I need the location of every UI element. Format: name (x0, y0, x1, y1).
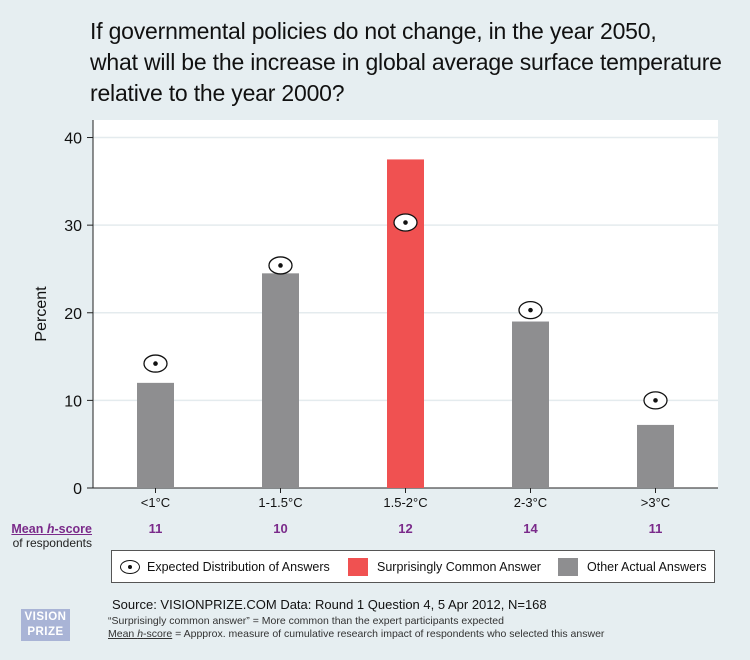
title-line: what will be the increase in global aver… (90, 49, 722, 75)
title-line: relative to the year 2000? (90, 80, 345, 106)
hscore-label-sub: of respondents (12, 536, 92, 550)
note-line-2: Mean h-score = Appprox. measure of cumul… (108, 628, 605, 640)
y-tick-label: 30 (64, 218, 82, 235)
logo-line: PRIZE (27, 626, 64, 638)
x-tick-label: <1°C (141, 495, 170, 510)
hscore-value: 14 (523, 521, 538, 536)
expected-marker-icon (120, 559, 140, 574)
expected-marker-dot (403, 220, 408, 225)
y-tick-label: 20 (64, 306, 82, 323)
x-tick-label: >3°C (641, 495, 670, 510)
hscore-value: 11 (649, 521, 663, 536)
hscore-label: Mean h-score of respondents (0, 522, 92, 550)
chart-title: If governmental policies do not change, … (90, 16, 730, 109)
note-line-1: “Surprisingly common answer” = More comm… (108, 615, 504, 627)
legend-label: Other Actual Answers (587, 559, 707, 574)
bar-chart: 0 10 20 30 40 Percent <1°C 11 1-1.5°C 10 1.5-2°C 12… (33, 120, 718, 536)
source-text: Source: VISIONPRIZE.COM Data: Round 1 Qu… (112, 597, 547, 612)
y-tick-label: 40 (64, 131, 82, 148)
title-line: If governmental policies do not change, … (90, 18, 657, 44)
expected-marker-dot (528, 307, 533, 313)
legend-item-other: Other Actual Answers (558, 551, 707, 582)
vision-prize-logo: VISION PRIZE (21, 609, 70, 641)
legend-item-expected: Expected Distribution of Answers (120, 551, 330, 582)
bar (137, 382, 174, 488)
hscore-value: 11 (149, 521, 163, 536)
x-tick-label: 1.5-2°C (383, 495, 427, 510)
legend-label: Expected Distribution of Answers (147, 559, 330, 574)
bar (637, 424, 674, 488)
legend-item-surprising: Surprisingly Common Answer (348, 551, 541, 582)
legend-label: Surprisingly Common Answer (377, 559, 541, 574)
expected-marker-dot (653, 398, 658, 403)
x-tick-label: 2-3°C (514, 495, 547, 510)
hscore-label-title: Mean h-score (11, 522, 92, 536)
expected-marker-dot (278, 263, 283, 268)
hscore-value: 12 (398, 521, 412, 536)
gray-swatch-icon (558, 557, 578, 576)
red-swatch-icon (348, 557, 368, 576)
y-axis-label: Percent (33, 286, 50, 342)
legend: Expected Distribution of Answers Surpris… (111, 550, 715, 583)
y-tick-label: 0 (73, 481, 82, 498)
y-tick-label: 10 (64, 393, 82, 410)
bar (262, 273, 299, 488)
x-tick-label: 1-1.5°C (258, 495, 302, 510)
bar (387, 159, 424, 488)
bar (512, 321, 549, 488)
hscore-value: 10 (273, 521, 287, 536)
expected-marker-dot (153, 361, 158, 366)
logo-line: VISION (24, 611, 67, 623)
